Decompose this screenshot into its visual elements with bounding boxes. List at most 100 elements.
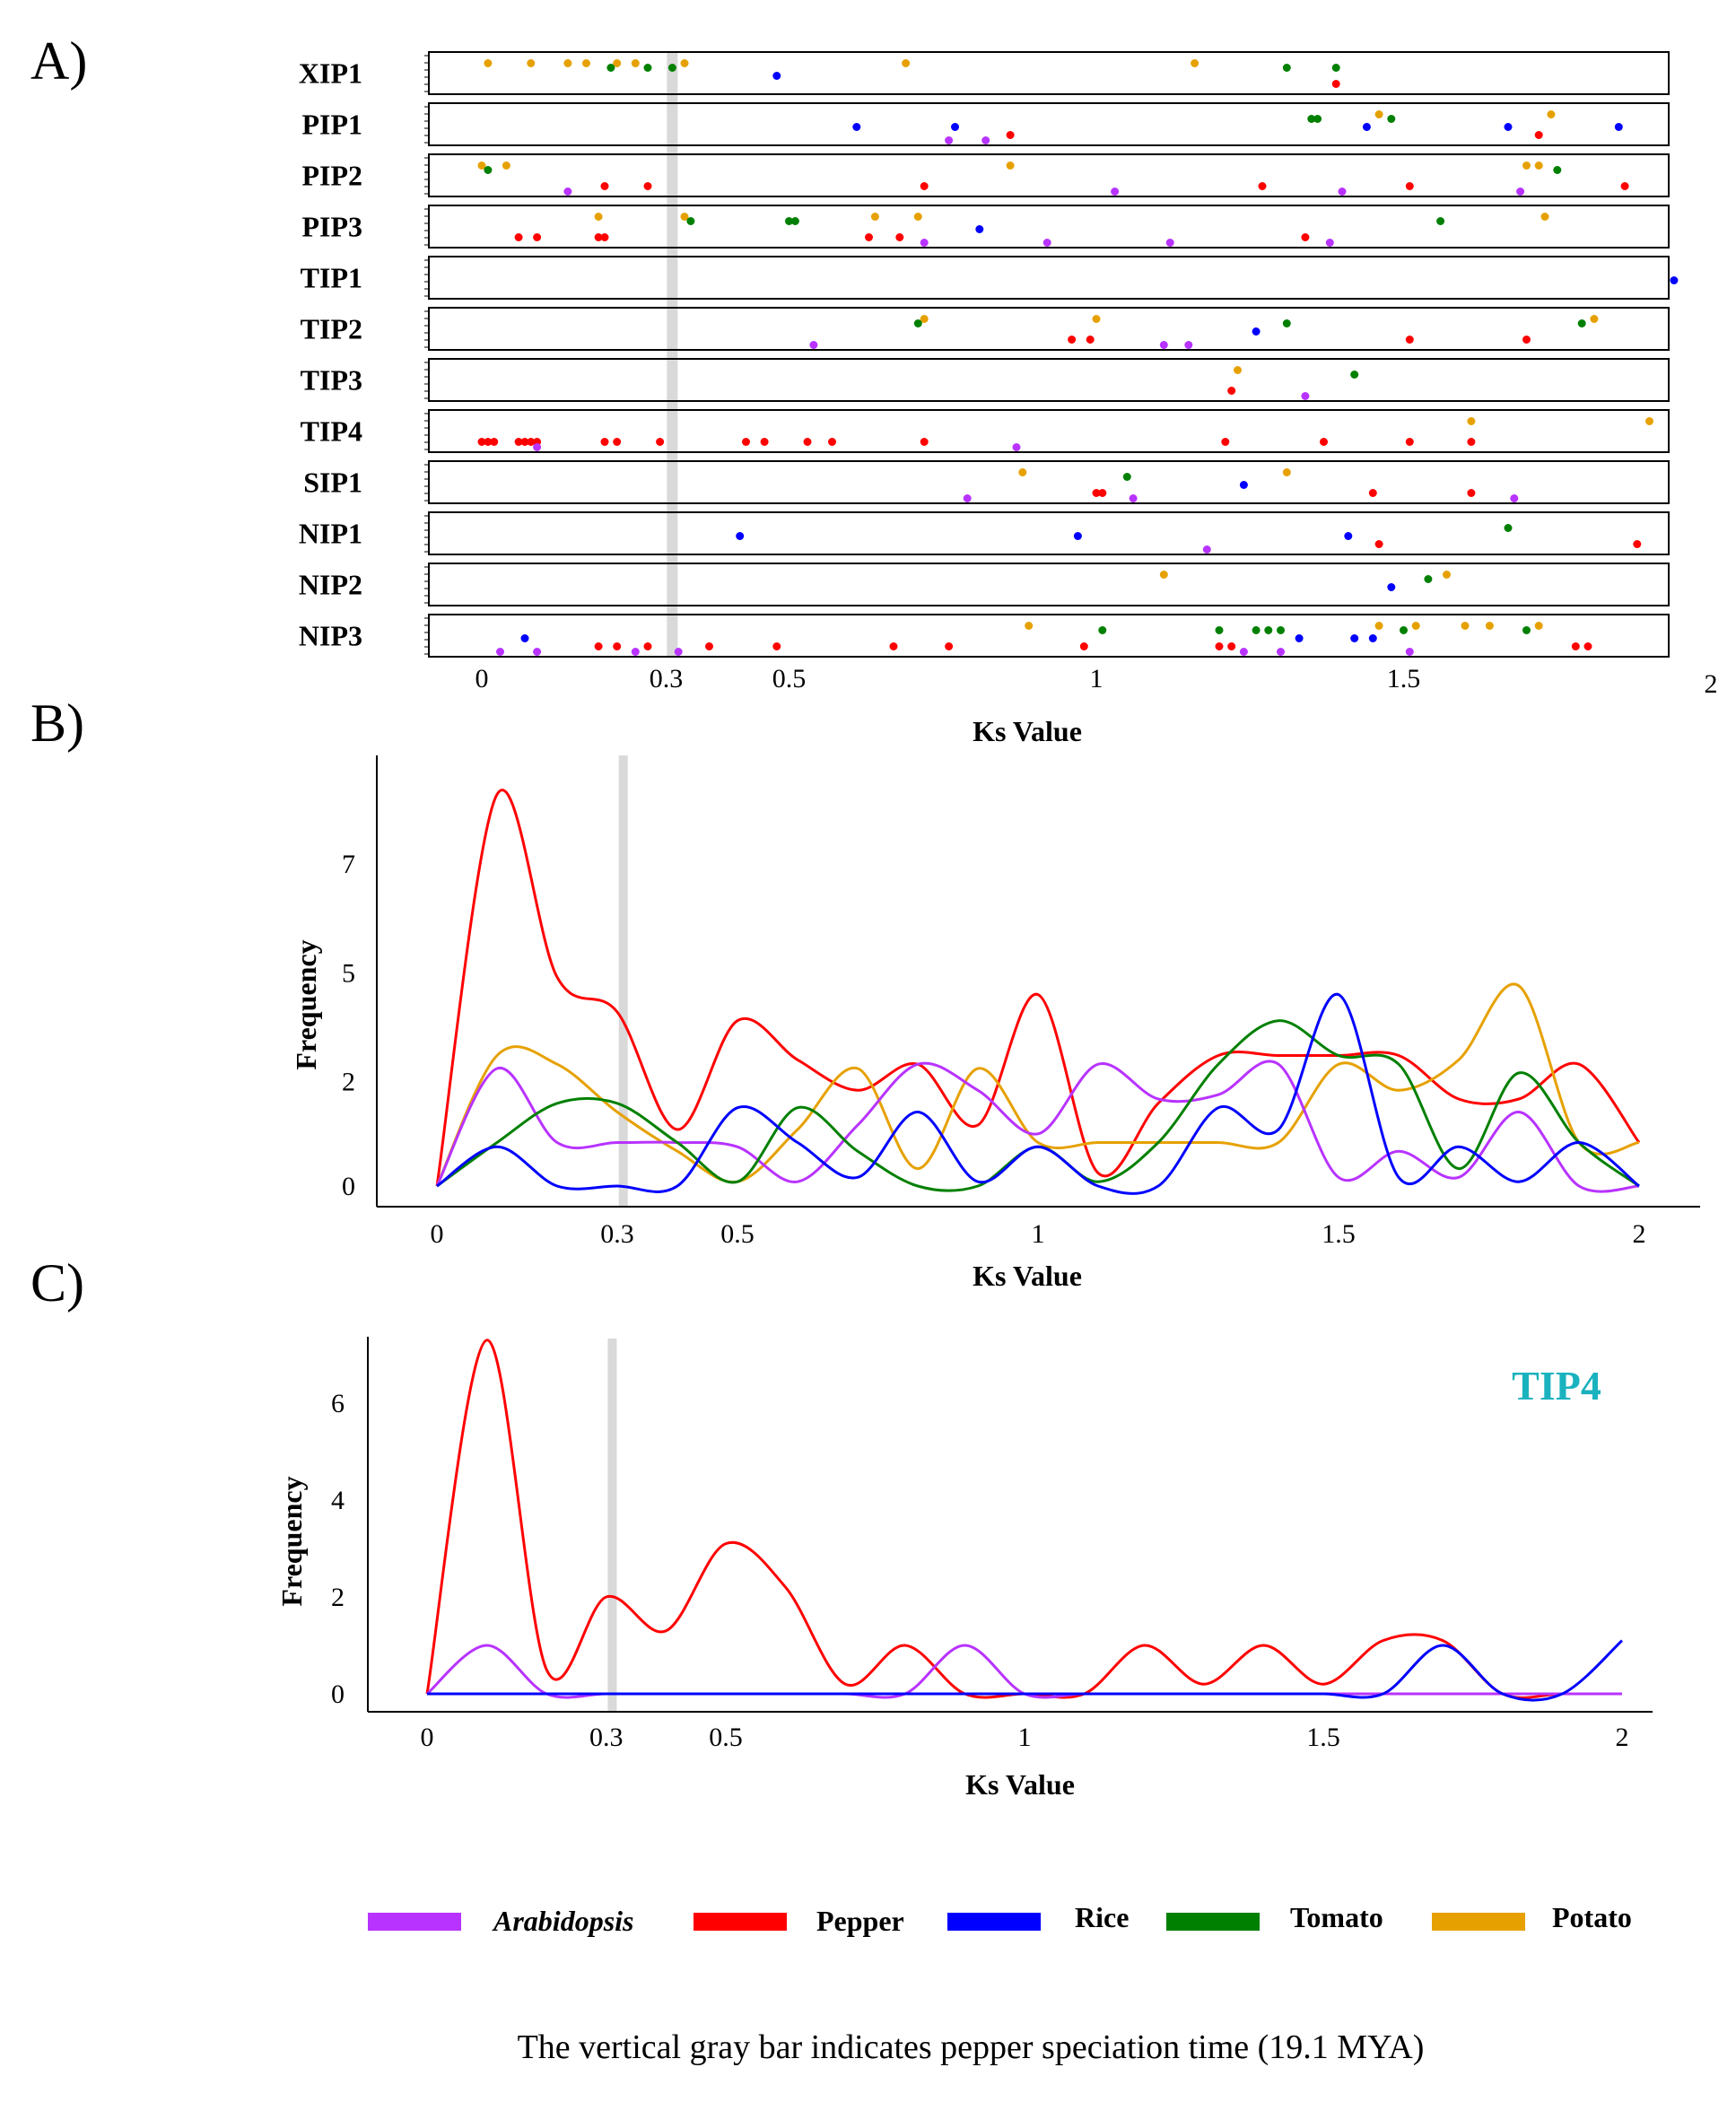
dot-pip1-rice — [1362, 123, 1371, 131]
dot-tip3-pepper — [1227, 387, 1236, 395]
y-tick-label-2: 4 — [331, 1486, 345, 1515]
row-box-nip2 — [428, 563, 1670, 606]
dot-tip4-potato — [1467, 417, 1476, 425]
dot-pip2-arabidopsis — [563, 188, 572, 196]
legend-swatch-arabidopsis — [368, 1913, 461, 1931]
dot-pip3-potato — [1540, 213, 1549, 221]
row-label-tip4: TIP4 — [301, 415, 362, 448]
dot-pip2-potato — [1534, 161, 1543, 170]
dot-pip3-arabidopsis — [1042, 239, 1051, 247]
dot-pip3-arabidopsis — [1165, 239, 1174, 247]
dot-tip4-pepper — [1221, 438, 1230, 446]
dot-tip4-pepper — [920, 438, 929, 446]
dot-pip3-pepper — [600, 233, 609, 241]
dot-pip2-potato — [502, 161, 510, 170]
dot-nip3-rice — [1350, 634, 1359, 642]
dot-pip2-pepper — [920, 182, 929, 190]
speciation-bar — [667, 52, 678, 657]
dot-nip1-pepper — [1374, 540, 1383, 548]
speciation-bar — [618, 755, 628, 1207]
dot-tip2-potato — [1590, 315, 1599, 323]
row-box-tip2 — [428, 307, 1670, 351]
dot-xip1-potato — [680, 59, 689, 67]
figure-caption: The vertical gray bar indicates pepper s… — [518, 2028, 1425, 2066]
dot-sip1-pepper — [1368, 489, 1377, 497]
series-line-tomato — [436, 1019, 1640, 1192]
y-tick-label-3: 6 — [331, 1389, 345, 1418]
dot-pip1-potato — [1374, 110, 1383, 118]
dot-nip1-arabidopsis — [1202, 545, 1211, 554]
dot-nip3-pepper — [1079, 642, 1088, 650]
dot-nip3-arabidopsis — [533, 648, 542, 656]
dot-pip3-arabidopsis — [920, 239, 929, 247]
legend-label-tomato: Tomato — [1290, 1901, 1383, 1933]
series-line-rice — [436, 993, 1640, 1195]
dot-pip1-rice — [1614, 123, 1623, 131]
y-tick-label-0: 0 — [331, 1679, 345, 1709]
dot-xip1-potato — [1191, 59, 1199, 67]
panel-c-line-chart: 0 0.3 0.5 1 1.5 2 0 2 4 6 — [331, 1337, 1653, 1752]
dot-xip1-potato — [484, 59, 493, 67]
dot-xip1-potato — [582, 59, 590, 67]
dot-xip1-tomato — [643, 64, 652, 72]
dot-pip2-arabidopsis — [1516, 188, 1525, 196]
dot-pip1-pepper — [1006, 131, 1015, 139]
panel-b-line-chart: 0 0.3 0.5 1 1.5 2 0 2 5 7 — [342, 755, 1700, 1249]
dot-xip1-potato — [902, 59, 911, 67]
dot-nip1-rice — [736, 532, 745, 540]
row-label-tip1: TIP1 — [301, 262, 362, 294]
dot-tip2-potato — [920, 315, 929, 323]
dot-nip3-pepper — [1227, 642, 1236, 650]
dot-tip4-arabidopsis — [1012, 443, 1021, 451]
dot-tip2-arabidopsis — [1159, 341, 1168, 349]
dot-nip3-tomato — [1215, 626, 1224, 634]
dot-sip1-arabidopsis — [1510, 494, 1519, 502]
dot-nip3-pepper — [613, 642, 622, 650]
series-line-pepper — [435, 789, 1641, 1187]
panel-c-xlabel: Ks Value — [965, 1768, 1075, 1801]
dot-tip2-potato — [1092, 315, 1101, 323]
dot-tip4-pepper — [490, 438, 499, 446]
dot-nip3-arabidopsis — [1405, 648, 1414, 656]
dot-pip2-pepper — [643, 182, 652, 190]
dot-nip3-pepper — [705, 642, 713, 650]
dot-tip2-pepper — [1086, 336, 1095, 344]
dot-nip3-tomato — [1400, 626, 1408, 634]
row-label-nip2: NIP2 — [299, 569, 362, 601]
dot-xip1-tomato — [1331, 64, 1340, 72]
dot-nip3-pepper — [945, 642, 954, 650]
dot-nip3-rice — [1368, 634, 1377, 642]
x-tick-label-1: 0.3 — [589, 1723, 624, 1752]
legend: Arabidopsis Pepper Rice Tomato Potato — [368, 1901, 1632, 1937]
dot-pip3-pepper — [895, 233, 904, 241]
speciation-bar — [607, 1339, 617, 1712]
dot-pip1-pepper — [1534, 131, 1543, 139]
x-tick-label-4: 1.5 — [1387, 664, 1421, 693]
dot-nip1-rice — [1073, 532, 1082, 540]
row-box-pip1 — [428, 102, 1670, 146]
y-tick-label-2: 5 — [342, 958, 355, 988]
panel-a-xlabel: Ks Value — [973, 715, 1082, 747]
dot-pip1-potato — [1547, 110, 1556, 118]
dot-tip4-pepper — [1405, 438, 1414, 446]
y-tick-label-3: 7 — [342, 850, 355, 879]
panel-b: B) 0 0.3 0.5 1 1.5 2 0 2 5 7 Ks Value Frequency — [31, 693, 1700, 1292]
dot-xip1-tomato — [606, 64, 615, 72]
dot-pip3-pepper — [533, 233, 542, 241]
dot-nip3-potato — [1025, 622, 1034, 630]
dot-nip3-arabidopsis — [496, 648, 504, 656]
dot-tip4-pepper — [656, 438, 665, 446]
dot-tip1-rice — [1670, 276, 1679, 284]
dot-xip1-potato — [631, 59, 640, 67]
dot-xip1-tomato — [667, 64, 676, 72]
legend-label-pepper: Pepper — [816, 1905, 904, 1937]
dot-nip1-rice — [1344, 532, 1353, 540]
dot-pip1-rice — [1504, 123, 1513, 131]
dot-nip3-potato — [1461, 622, 1470, 630]
row-label-tip3: TIP3 — [301, 364, 362, 397]
dot-nip2-rice — [1387, 583, 1396, 591]
dot-sip1-tomato — [1122, 473, 1131, 481]
x-tick-label-4: 1.5 — [1322, 1219, 1356, 1249]
dot-pip2-tomato — [484, 166, 493, 174]
dot-nip3-arabidopsis — [631, 648, 640, 656]
